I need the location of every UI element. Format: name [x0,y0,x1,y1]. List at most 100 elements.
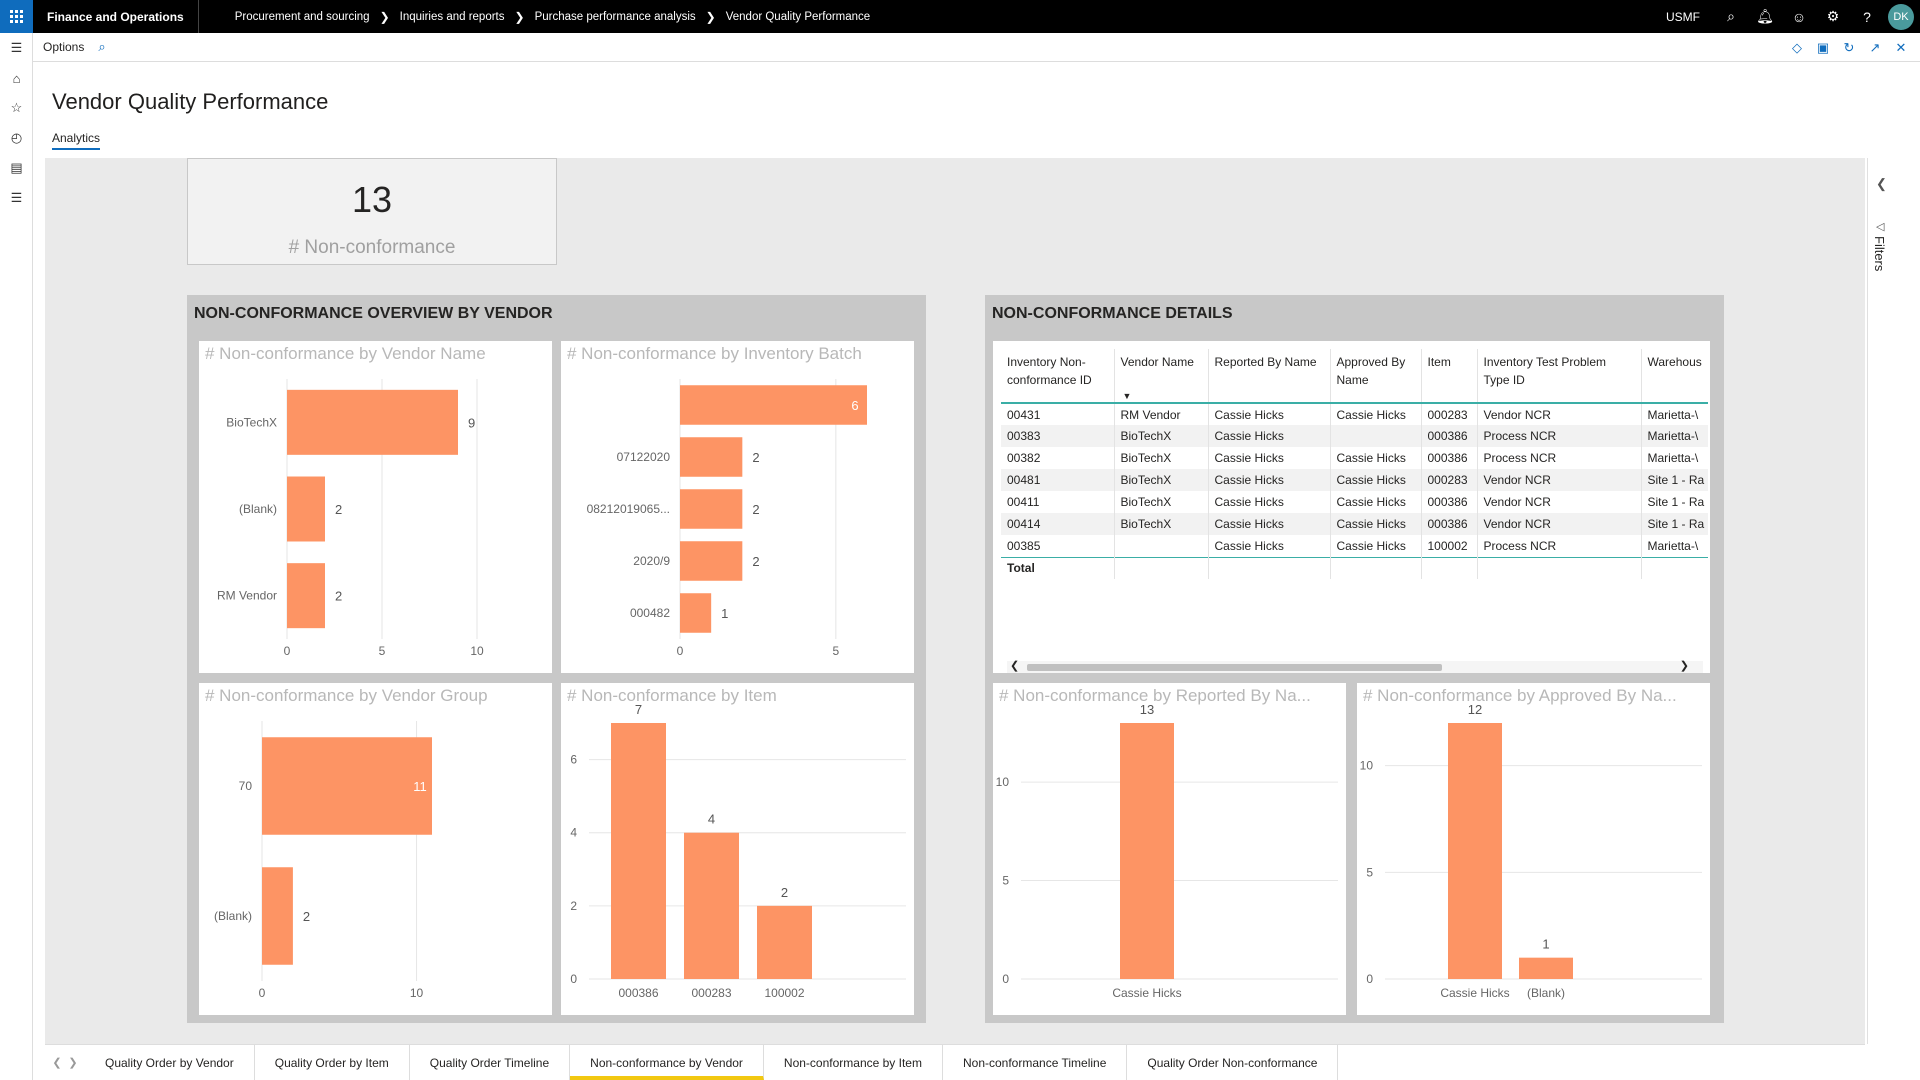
help-icon[interactable]: ? [1863,8,1871,25]
data-label: 1 [721,606,728,621]
details-table: Inventory Non-conformance ID Vendor Name… [1001,349,1708,579]
chevron-right-icon[interactable]: ❯ [68,1057,78,1069]
avatar[interactable]: DK [1888,3,1914,30]
app-name[interactable]: Finance and Operations [33,0,199,33]
table-cell: BioTechX [1114,513,1209,535]
hamburger-icon[interactable]: ☰ [10,40,23,55]
chevron-right-icon: ❯ [514,9,525,24]
table-row[interactable]: 00431 RM Vendor Cassie Hicks Cassie Hicks 00… [1001,403,1708,425]
home-icon[interactable]: ⌂ [12,70,21,86]
table-cell: BioTechX [1114,447,1209,469]
column-header[interactable]: Inventory Non-conformance ID [1001,349,1115,404]
bar [680,541,743,581]
column-header[interactable]: Warehous [1641,349,1708,404]
app-launcher-icon[interactable] [0,0,33,33]
data-label: 9 [468,415,475,430]
chart-by-item[interactable]: # Non-conformance by Item 0 2 4 6 000386 7 000… [561,683,914,1015]
diamond-icon[interactable]: ◇ [1792,39,1802,55]
page-tab[interactable]: Quality Order Non-conformance [1127,1045,1339,1080]
table-cell: BioTechX [1114,469,1209,491]
filters-label[interactable]: Filters [1872,236,1887,272]
chart-svg: 0 2 4 6 000386 7 000283 4 100002 2 [570,702,906,1000]
scroll-right-icon[interactable]: ❯ [1679,660,1689,672]
clock-icon[interactable]: ◴ [10,130,23,145]
column-header[interactable]: Inventory Test Problem Type ID [1477,349,1642,404]
x-tick-label: 100002 [764,986,804,1000]
company-picker[interactable]: USMF [1666,9,1700,24]
table-cell [1114,535,1209,557]
chart-svg: 0 5 10 Cassie Hicks 12 (Blank) 1 [1360,702,1702,1000]
bell-icon[interactable]: 🔔︎ [1756,8,1774,24]
chart-title: # Non-conformance by Vendor Name [205,344,486,363]
page-tab[interactable]: Non-conformance by Vendor [570,1045,764,1080]
filters-pane[interactable]: ❮ ◁ Filters [1867,158,1894,1044]
data-label: 2 [752,502,759,517]
gear-icon[interactable]: ⚙ [1826,8,1840,24]
page-tab[interactable]: Quality Order by Vendor [85,1045,255,1080]
office-icon[interactable]: ▣ [1816,39,1830,55]
table-row[interactable]: 00383 BioTechX Cassie Hicks 000386 Process N… [1001,425,1708,447]
table-row[interactable]: 00385 Cassie Hicks Cassie Hicks 100002 Proce… [1001,535,1708,557]
table-row[interactable]: 00414 BioTechX Cassie Hicks Cassie Hicks 000… [1001,513,1708,535]
details-table-visual[interactable]: Inventory Non-conformance ID Vendor Name… [993,341,1710,673]
column-header[interactable]: Vendor Name ▼ [1114,349,1209,404]
table-header-row: Inventory Non-conformance ID Vendor Name… [1001,349,1708,404]
table-cell: Site 1 - Ra [1647,495,1705,509]
scrollbar-thumb[interactable] [1027,664,1442,671]
star-icon[interactable]: ☆ [10,100,23,115]
table-cell: Marietta-\ [1647,538,1699,553]
chart-by-vendor-name[interactable]: # Non-conformance by Vendor Name 0 5 10 Bio… [199,341,552,673]
breadcrumb-item[interactable]: Vendor Quality Performance [725,10,871,23]
bar [1448,723,1502,979]
refresh-icon[interactable]: ↻ [1843,39,1855,55]
table-row[interactable]: 00382 BioTechX Cassie Hicks Cassie Hicks 000… [1001,447,1708,469]
tab-analytics[interactable]: Analytics [52,131,101,150]
chart-title: # Non-conformance by Inventory Batch [567,344,862,363]
table-row[interactable]: 00481 BioTechX Cassie Hicks Cassie Hicks 000… [1001,469,1708,491]
data-label: 4 [708,812,715,827]
search-icon[interactable]: ⌕ [1727,8,1735,24]
chevron-left-icon[interactable]: ❮ [1876,176,1887,191]
search-icon[interactable]: ⌕ [98,39,106,54]
table-cell: Cassie Hicks [1208,403,1331,425]
chevron-right-icon: ❯ [705,9,716,24]
modules-list-icon[interactable]: ☰ [10,190,23,205]
popout-icon[interactable]: ↗ [1869,39,1881,55]
column-header[interactable]: Reported By Name [1208,349,1331,404]
chart-by-reported-by[interactable]: # Non-conformance by Reported By Na... 0… [993,683,1346,1015]
x-tick-label: Cassie Hicks [1112,986,1181,1000]
page-tab[interactable]: Quality Order by Item [255,1045,410,1080]
y-tick-label: 10 [1360,759,1374,773]
page-tab[interactable]: Non-conformance by Item [764,1045,943,1080]
bar [680,593,712,633]
table-cell: Process NCR [1477,535,1642,557]
bar [684,832,739,979]
table-row[interactable]: 00411 BioTechX Cassie Hicks Cassie Hicks 000… [1001,491,1708,513]
column-header[interactable]: Approved By Name [1330,349,1422,404]
chevron-left-icon[interactable]: ❮ [52,1057,62,1069]
column-header[interactable]: Item [1421,349,1478,404]
table-cell: Cassie Hicks [1330,469,1422,491]
breadcrumb-item[interactable]: Procurement and sourcing [234,10,370,23]
page-tab[interactable]: Quality Order Timeline [410,1045,571,1080]
breadcrumb-item[interactable]: Inquiries and reports [399,10,505,23]
data-label: 1 [1542,937,1549,952]
chart-by-approved-by[interactable]: # Non-conformance by Approved By Na... 0… [1357,683,1710,1015]
table-cell: Cassie Hicks [1330,403,1422,425]
column-header-label: Vendor Name [1120,355,1194,369]
x-tick-label: 5 [832,644,839,658]
options-button[interactable]: Options [43,40,85,54]
breadcrumb-item[interactable]: Purchase performance analysis [534,10,696,23]
close-icon[interactable]: ✕ [1895,39,1907,55]
chart-by-vendor-group[interactable]: # Non-conformance by Vendor Group 0 10 70 1… [199,683,552,1015]
chart-by-inventory-batch[interactable]: # Non-conformance by Inventory Batch 0 5 6… [561,341,914,673]
scroll-left-icon[interactable]: ❮ [1010,660,1020,672]
chart-svg: 0 10 70 11 (Blank) 2 [214,721,432,1000]
page-tab[interactable]: Non-conformance Timeline [943,1045,1128,1080]
workspace-icon[interactable]: ▤ [10,160,23,175]
table-cell [1114,556,1209,579]
smiley-icon[interactable]: ☺ [1791,8,1807,25]
table-cell: 00431 [1001,403,1115,425]
kpi-card[interactable]: 13 # Non-conformance [187,158,557,265]
horizontal-scrollbar[interactable]: ❮ ❯ [1007,660,1703,673]
